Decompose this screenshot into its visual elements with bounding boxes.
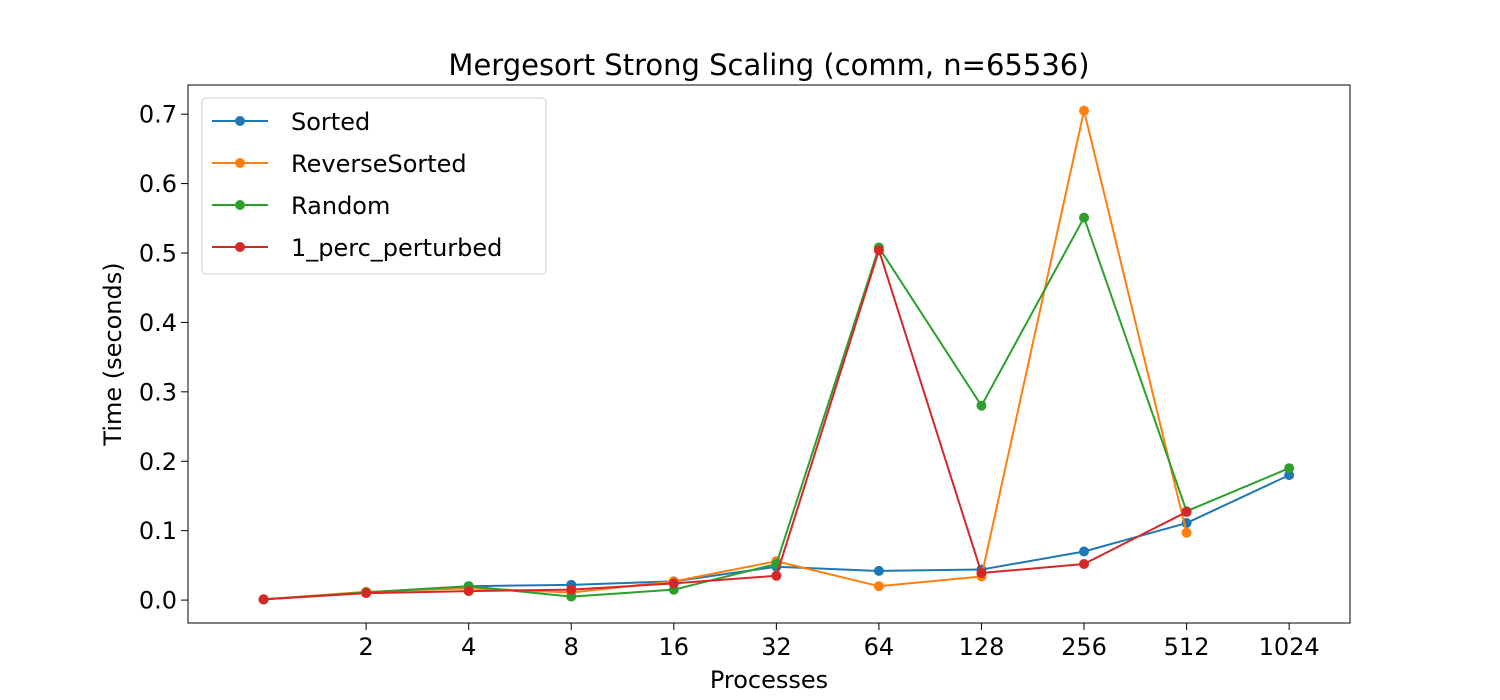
data-point <box>1079 212 1090 223</box>
data-point <box>463 586 474 597</box>
x-tick-label: 8 <box>564 633 579 661</box>
legend-item: Sorted <box>212 108 370 136</box>
y-tick-label: 0.0 <box>139 587 177 615</box>
axes-frame <box>187 84 1351 624</box>
data-point <box>668 578 679 589</box>
data-point <box>1079 558 1090 569</box>
series-3 <box>258 245 1192 605</box>
series-line <box>263 249 1188 601</box>
data-point <box>1181 506 1192 517</box>
y-tick-label: 0.4 <box>139 309 177 337</box>
y-axis: 0.0 0.1 0.2 0.3 0.4 0.5 0.6 0.7 <box>139 101 188 615</box>
y-tick-label: 0.7 <box>139 101 177 129</box>
x-tick-label: 128 <box>959 633 1005 661</box>
x-tick-label: 16 <box>659 633 690 661</box>
data-point <box>873 581 884 592</box>
data-point <box>771 570 782 581</box>
x-tick-label: 512 <box>1164 633 1210 661</box>
x-tick-label: 256 <box>1061 633 1107 661</box>
data-point <box>1284 463 1295 474</box>
legend-box <box>201 97 547 275</box>
x-axis-label: Processes <box>710 666 828 694</box>
y-tick-label: 0.3 <box>139 378 177 406</box>
legend-marker <box>235 200 245 210</box>
data-point <box>1079 546 1090 557</box>
x-tick-label: 1024 <box>1259 633 1320 661</box>
legend-marker <box>235 242 245 252</box>
legend-label: Random <box>291 192 390 220</box>
legend-item: Random <box>212 192 390 220</box>
legend-marker <box>235 158 245 168</box>
legend: Sorted ReverseSorted Random 1_perc_perturbe… <box>201 97 547 275</box>
legend-label: Sorted <box>291 108 370 136</box>
legend-marker <box>235 116 245 126</box>
x-tick-label: 2 <box>358 633 373 661</box>
x-tick-label: 32 <box>761 633 792 661</box>
legend-label: 1_perc_perturbed <box>291 234 502 262</box>
legend-item: 1_perc_perturbed <box>212 234 502 262</box>
y-axis-label: Time (seconds) <box>99 262 127 446</box>
data-point <box>1284 470 1295 481</box>
data-point <box>361 588 372 599</box>
data-point <box>258 594 269 605</box>
data-point <box>1181 527 1192 538</box>
data-point <box>976 568 987 579</box>
data-point <box>566 591 577 602</box>
y-tick-label: 0.2 <box>139 448 177 476</box>
x-axis: 2 4 8 16 32 64 128 256 512 1024 <box>358 623 1320 661</box>
data-point <box>976 400 987 411</box>
y-tick-label: 0.6 <box>139 170 177 198</box>
y-tick-label: 0.1 <box>139 517 177 545</box>
data-point <box>1079 105 1090 116</box>
x-tick-label: 4 <box>461 633 476 661</box>
data-point <box>873 245 884 256</box>
x-tick-label: 64 <box>864 633 895 661</box>
legend-item: ReverseSorted <box>212 150 467 178</box>
data-point <box>566 584 577 595</box>
chart-title: Mergesort Strong Scaling (comm, n=65536) <box>448 48 1089 82</box>
plot-area <box>258 105 1295 605</box>
legend-label: ReverseSorted <box>291 150 467 178</box>
data-point <box>873 565 884 576</box>
y-tick-label: 0.5 <box>139 239 177 267</box>
